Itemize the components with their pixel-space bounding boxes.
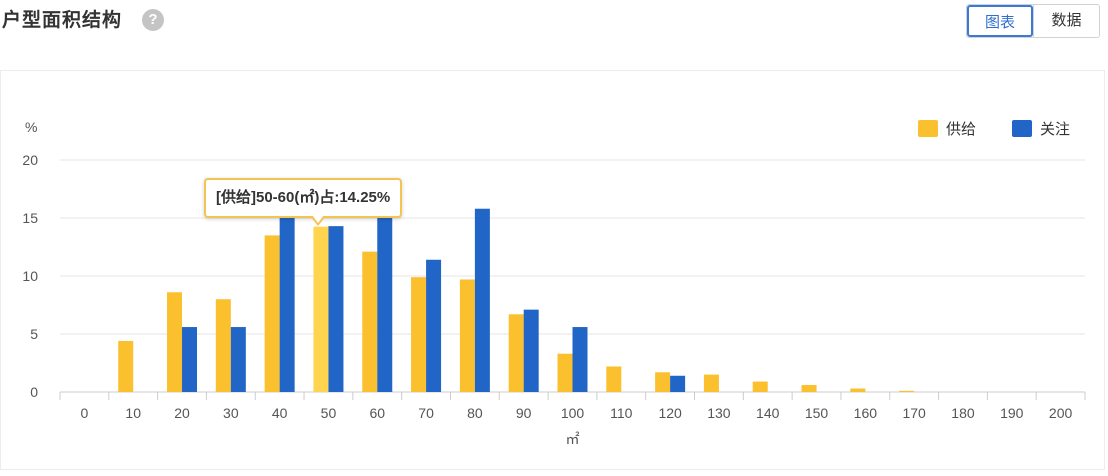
supply-bar	[752, 381, 768, 392]
supply-bar	[459, 279, 475, 392]
tooltip-arrow-inner	[312, 215, 324, 223]
attention-bar	[328, 226, 344, 392]
legend-label-attention: 关注	[1040, 121, 1070, 138]
x-tick-label: 50	[321, 405, 337, 421]
page-title: 户型面积结构	[2, 10, 123, 31]
y-tick-label: 20	[22, 152, 38, 168]
chart-panel	[0, 70, 1105, 470]
x-tick-label: 10	[125, 405, 141, 421]
x-tick-label: 90	[516, 405, 532, 421]
legend-swatch-supply	[918, 120, 938, 137]
supply-bar	[655, 372, 671, 392]
chart-tooltip: [供给]50-60(㎡)占:14.25%	[204, 178, 403, 218]
chart-view-button[interactable]: 图表	[967, 5, 1033, 37]
x-tick-label: 70	[418, 405, 434, 421]
attention-bar	[474, 208, 490, 392]
x-tick-label: 180	[951, 405, 975, 421]
x-tick-label: 100	[561, 405, 585, 421]
y-axis-unit-label: %	[25, 119, 37, 135]
supply-bar	[557, 353, 573, 392]
x-tick-label: 30	[223, 405, 239, 421]
attention-bar	[230, 327, 246, 392]
supply-bar	[313, 226, 329, 392]
x-tick-label: 0	[81, 405, 89, 421]
x-tick-label: 200	[1049, 405, 1073, 421]
x-tick-label: 60	[369, 405, 385, 421]
x-tick-label: 170	[902, 405, 926, 421]
y-tick-label: 15	[22, 210, 38, 226]
attention-bar	[572, 327, 588, 392]
x-tick-label: 110	[610, 405, 633, 421]
supply-bar	[118, 340, 134, 392]
y-tick-label: 10	[22, 268, 38, 284]
attention-bar	[377, 208, 393, 392]
supply-bar	[850, 388, 866, 392]
x-tick-label: 150	[805, 405, 829, 421]
attention-bar	[426, 259, 442, 392]
x-tick-label: 190	[1000, 405, 1024, 421]
x-tick-label: 40	[272, 405, 288, 421]
x-tick-label: 140	[756, 405, 780, 421]
supply-bar	[215, 299, 231, 392]
data-view-button[interactable]: 数据	[1033, 5, 1099, 37]
y-tick-label: 5	[30, 326, 38, 342]
attention-bar	[279, 208, 295, 392]
legend-label-supply: 供给	[946, 121, 976, 138]
view-toggle: 图表 数据	[966, 4, 1100, 38]
supply-bar	[411, 277, 427, 392]
attention-bar	[182, 327, 198, 392]
help-icon[interactable]: ?	[142, 9, 164, 31]
x-tick-label: 120	[658, 405, 682, 421]
attention-bar	[670, 375, 686, 392]
x-axis-label: ㎡	[566, 431, 580, 447]
x-tick-label: 80	[467, 405, 483, 421]
attention-bar	[523, 309, 539, 392]
supply-bar	[703, 374, 719, 392]
supply-bar	[264, 235, 280, 392]
supply-bar	[167, 292, 183, 392]
supply-bar	[801, 385, 817, 392]
supply-bar	[899, 390, 915, 392]
supply-bar	[606, 366, 622, 392]
x-tick-label: 130	[707, 405, 731, 421]
supply-bar	[362, 251, 378, 392]
legend-swatch-attention	[1012, 120, 1032, 137]
x-tick-label: 160	[854, 405, 878, 421]
supply-bar	[508, 314, 524, 392]
y-tick-label: 0	[30, 384, 38, 400]
x-tick-label: 20	[174, 405, 190, 421]
